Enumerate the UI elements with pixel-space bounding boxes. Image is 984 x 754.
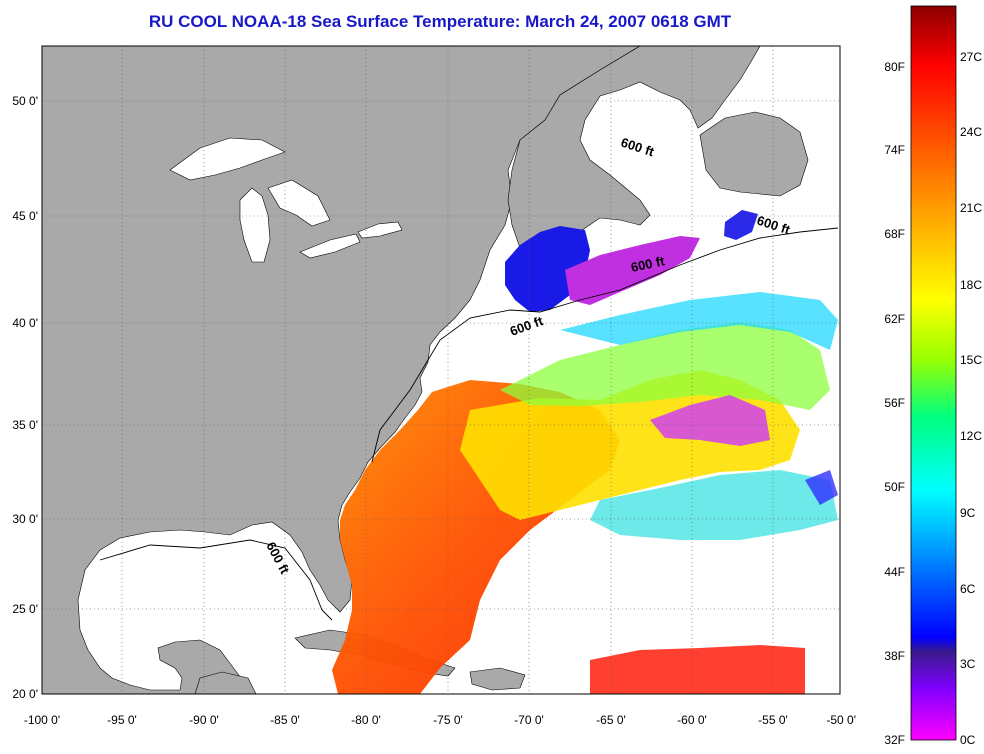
scale-f-label: 74F — [884, 143, 905, 157]
great-lakes — [169, 137, 403, 263]
scale-f-label: 32F — [884, 733, 905, 747]
sst-cyan-band — [560, 292, 838, 350]
latitude-ticks: 50 0' 45 0' 40 0' 35 0' 30 0' 25 0' 20 0… — [12, 94, 38, 701]
scale-f-label: 80F — [884, 60, 905, 74]
lat-tick-label: 45 0' — [12, 209, 38, 223]
lat-tick-label: 40 0' — [12, 316, 38, 330]
scale-f-label: 50F — [884, 480, 905, 494]
sst-southeast-warm — [590, 645, 805, 694]
scale-c-label: 6C — [960, 582, 976, 596]
scale-c-label: 21C — [960, 201, 982, 215]
color-scale: 80F 74F 68F 62F 56F 50F 44F 38F 32F 27C … — [884, 5, 982, 747]
lon-tick-label: -100 0' — [24, 713, 60, 727]
isobath-label: 600 ft — [630, 253, 667, 275]
scale-c-label: 18C — [960, 278, 982, 292]
scale-f-label: 68F — [884, 227, 905, 241]
sst-magenta-patch — [650, 395, 770, 446]
lon-tick-label: -95 0' — [107, 713, 137, 727]
longitude-ticks: -100 0' -95 0' -90 0' -85 0' -80 0' -75 … — [24, 713, 856, 727]
lon-tick-label: -80 0' — [351, 713, 381, 727]
fahrenheit-labels: 80F 74F 68F 62F 56F 50F 44F 38F 32F — [884, 60, 905, 747]
sst-east-blue — [805, 470, 838, 505]
lon-tick-label: -60 0' — [677, 713, 707, 727]
scale-c-label: 3C — [960, 657, 976, 671]
graticule — [42, 46, 840, 694]
land-hispaniola — [469, 667, 526, 691]
scale-c-label: 0C — [960, 733, 976, 747]
sst-cyan-south — [590, 470, 838, 540]
sst-scotian-shelf — [565, 236, 700, 305]
scale-c-label: 9C — [960, 506, 976, 520]
sst-green-band — [500, 322, 830, 410]
lon-tick-label: -55 0' — [758, 713, 788, 727]
lon-tick-label: -70 0' — [514, 713, 544, 727]
sst-grand-banks — [724, 210, 758, 240]
scale-f-label: 44F — [884, 565, 905, 579]
scale-c-label: 24C — [960, 125, 982, 139]
map-frame — [41, 45, 841, 695]
scale-c-label: 27C — [960, 50, 982, 64]
lon-tick-label: -65 0' — [596, 713, 626, 727]
lat-tick-label: 20 0' — [12, 687, 38, 701]
land-north-america — [41, 45, 642, 695]
scale-c-label: 12C — [960, 429, 982, 443]
celsius-labels: 27C 24C 21C 18C 15C 12C 9C 6C 3C 0C — [960, 50, 982, 747]
lon-tick-label: -85 0' — [270, 713, 300, 727]
scale-f-label: 62F — [884, 312, 905, 326]
lon-tick-label: -90 0' — [189, 713, 219, 727]
land-newfoundland — [699, 111, 809, 197]
lat-tick-label: 50 0' — [12, 94, 38, 108]
scale-c-label: 15C — [960, 353, 982, 367]
lat-tick-label: 30 0' — [12, 512, 38, 526]
lon-tick-label: -75 0' — [433, 713, 463, 727]
lon-tick-label: -50 0' — [826, 713, 856, 727]
map-title: RU COOL NOAA-18 Sea Surface Temperature:… — [148, 12, 732, 31]
sst-map: 600 ft 600 ft 600 ft 600 ft 600 ft -100 … — [12, 45, 856, 727]
scale-f-label: 38F — [884, 649, 905, 663]
scale-f-label: 56F — [884, 396, 905, 410]
isobath-contours — [99, 227, 839, 621]
lat-tick-label: 35 0' — [12, 418, 38, 432]
land-canada-east — [507, 45, 761, 263]
lat-tick-label: 25 0' — [12, 602, 38, 616]
color-scale-bar — [910, 5, 957, 741]
